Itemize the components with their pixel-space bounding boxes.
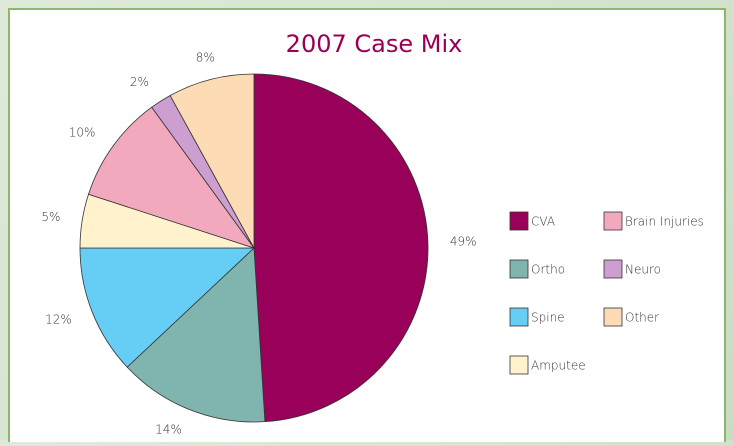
- pie-slice: [253, 73, 429, 423]
- legend-swatch: [509, 259, 529, 279]
- data-label: 12%: [45, 313, 72, 327]
- data-label: 2%: [130, 75, 149, 89]
- legend-label: Ortho: [531, 263, 565, 277]
- pie-slice: [88, 106, 256, 249]
- pie-slice: [79, 247, 256, 368]
- chart: 2007 Case Mix 49% 14% 12% 5% 10% 2% 8% CVA Ortho…: [41, 30, 704, 437]
- legend-swatch: [509, 307, 529, 327]
- data-label: 49%: [450, 234, 477, 248]
- data-label: 10%: [69, 125, 96, 139]
- pie-slice: [126, 247, 266, 423]
- legend-label: Brain Injuries: [625, 215, 704, 229]
- data-label: 5%: [41, 210, 60, 224]
- chart-title: 2007 Case Mix: [286, 30, 463, 58]
- legend-label: CVA: [531, 215, 555, 229]
- legend-swatch: [603, 307, 623, 327]
- legend-label: Other: [625, 311, 659, 325]
- panel: 2007 Case Mix 49% 14% 12% 5% 10% 2% 8% CVA Ortho…: [8, 8, 726, 442]
- legend-label: Spine: [531, 311, 565, 325]
- legend-swatch: [603, 211, 623, 231]
- data-label: 8%: [196, 51, 215, 65]
- legend-label: Neuro: [625, 263, 661, 277]
- pie-slice: [169, 73, 255, 249]
- legend-label: Amputee: [531, 359, 586, 373]
- legend-swatch: [603, 259, 623, 279]
- legend-swatch: [509, 211, 529, 231]
- legend-swatch: [509, 355, 529, 375]
- data-label: 14%: [155, 423, 182, 437]
